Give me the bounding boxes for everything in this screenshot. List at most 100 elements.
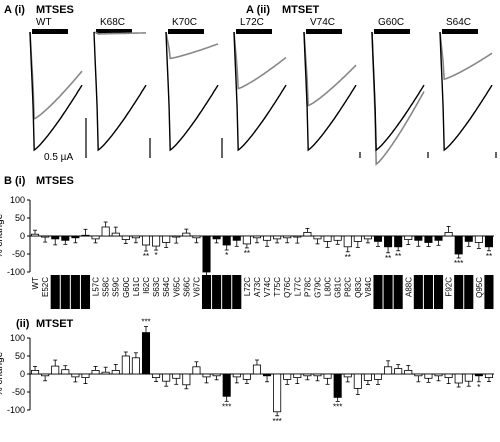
significance-marker: *** (454, 259, 463, 268)
significance-marker: ** (244, 249, 250, 258)
bar (242, 373, 251, 380)
significance-marker: ** (345, 253, 351, 262)
bar (71, 235, 80, 239)
category-label-box (464, 275, 474, 309)
category-label: K53C (51, 277, 60, 297)
y-tick-label: -100 (7, 267, 25, 277)
category-label: V87C (394, 277, 403, 297)
application-bar (96, 29, 132, 34)
bar (333, 373, 342, 398)
bar (232, 373, 241, 378)
category-label-box (454, 275, 464, 309)
category-label: G69C (213, 277, 222, 298)
category-label: S59C (112, 277, 121, 297)
trace-treated (371, 31, 425, 166)
bar (333, 235, 342, 241)
category-label: V84C (364, 277, 373, 297)
bar (242, 235, 251, 245)
bar (131, 357, 140, 375)
significance-marker: *** (333, 402, 342, 411)
category-label-box (222, 275, 232, 309)
trace-treated (93, 31, 147, 35)
category-label: G60C (122, 277, 131, 298)
significance-marker: * (477, 383, 480, 392)
category-label: L80C (324, 277, 333, 296)
bar (263, 373, 272, 377)
category-label-box (413, 275, 423, 309)
category-label: G71C (233, 277, 242, 298)
bar (31, 233, 40, 237)
bar (232, 235, 241, 241)
category-label-box (383, 275, 393, 309)
bar (363, 235, 372, 240)
bar (152, 373, 161, 378)
category-label: A88C (404, 277, 413, 297)
category-label: P82C (344, 277, 353, 297)
category-label-box (212, 275, 222, 309)
bar (121, 235, 130, 240)
panel-a-ii-title: MTSET (282, 4, 320, 16)
bar (464, 373, 473, 382)
panel-b-ii-label: (ii) (16, 318, 30, 330)
bar (404, 369, 413, 375)
trace-control (29, 31, 83, 152)
bar (313, 235, 322, 240)
category-label: K70C (223, 277, 232, 297)
bar (172, 235, 181, 238)
significance-marker: *** (141, 318, 150, 327)
bar (323, 373, 332, 379)
bar (51, 235, 60, 240)
bar (141, 332, 151, 375)
bar (81, 234, 90, 237)
category-label: S66C (182, 277, 191, 297)
bar (51, 365, 60, 375)
scale-bar-label: 0.5 µA (44, 152, 73, 163)
significance-marker: ** (486, 252, 492, 261)
bar (202, 235, 211, 273)
bar (293, 373, 302, 378)
bar (303, 231, 312, 237)
significance-marker: * (225, 251, 228, 260)
bar (394, 235, 403, 248)
trace-label: WT (36, 17, 52, 28)
category-label: P93C (455, 277, 464, 297)
bar (252, 235, 261, 239)
significance-marker: *** (222, 402, 231, 411)
bar (31, 369, 40, 375)
bar (81, 373, 90, 378)
category-label: V65C (172, 277, 181, 297)
bar (283, 235, 292, 239)
category-label-box (484, 275, 494, 309)
significance-marker: * (155, 251, 158, 260)
bar (121, 355, 130, 375)
category-label: K68C (203, 277, 212, 297)
bar (373, 235, 383, 242)
y-tick-label: 100 (10, 333, 25, 343)
bar (414, 373, 423, 377)
bar (91, 235, 100, 240)
trace-control (233, 31, 287, 152)
trace-label: G60C (378, 17, 404, 28)
category-label-box (373, 275, 383, 309)
bar (61, 235, 70, 241)
bar (303, 373, 312, 377)
current-traces: WT K68C K70C L72C V74C G60C S64C (29, 17, 497, 166)
category-label: V91C (435, 277, 444, 297)
bar (273, 235, 282, 240)
significance-marker: *** (272, 417, 281, 426)
panel-a-i-title: MTSES (36, 4, 74, 16)
category-label: V74C (263, 277, 272, 297)
category-label-box (201, 275, 212, 309)
trace-treated (233, 31, 287, 90)
category-label: Q56C (81, 277, 90, 298)
category-label-box (70, 275, 80, 309)
trace-label: K70C (172, 17, 197, 28)
category-label-box (232, 275, 242, 309)
trace-treated (303, 31, 357, 107)
bar (172, 373, 181, 379)
panel-a-i-label: A (i) (4, 4, 25, 16)
bar (363, 373, 372, 381)
category-label: A94C (465, 277, 474, 297)
bar (293, 235, 302, 238)
bar (41, 373, 50, 377)
